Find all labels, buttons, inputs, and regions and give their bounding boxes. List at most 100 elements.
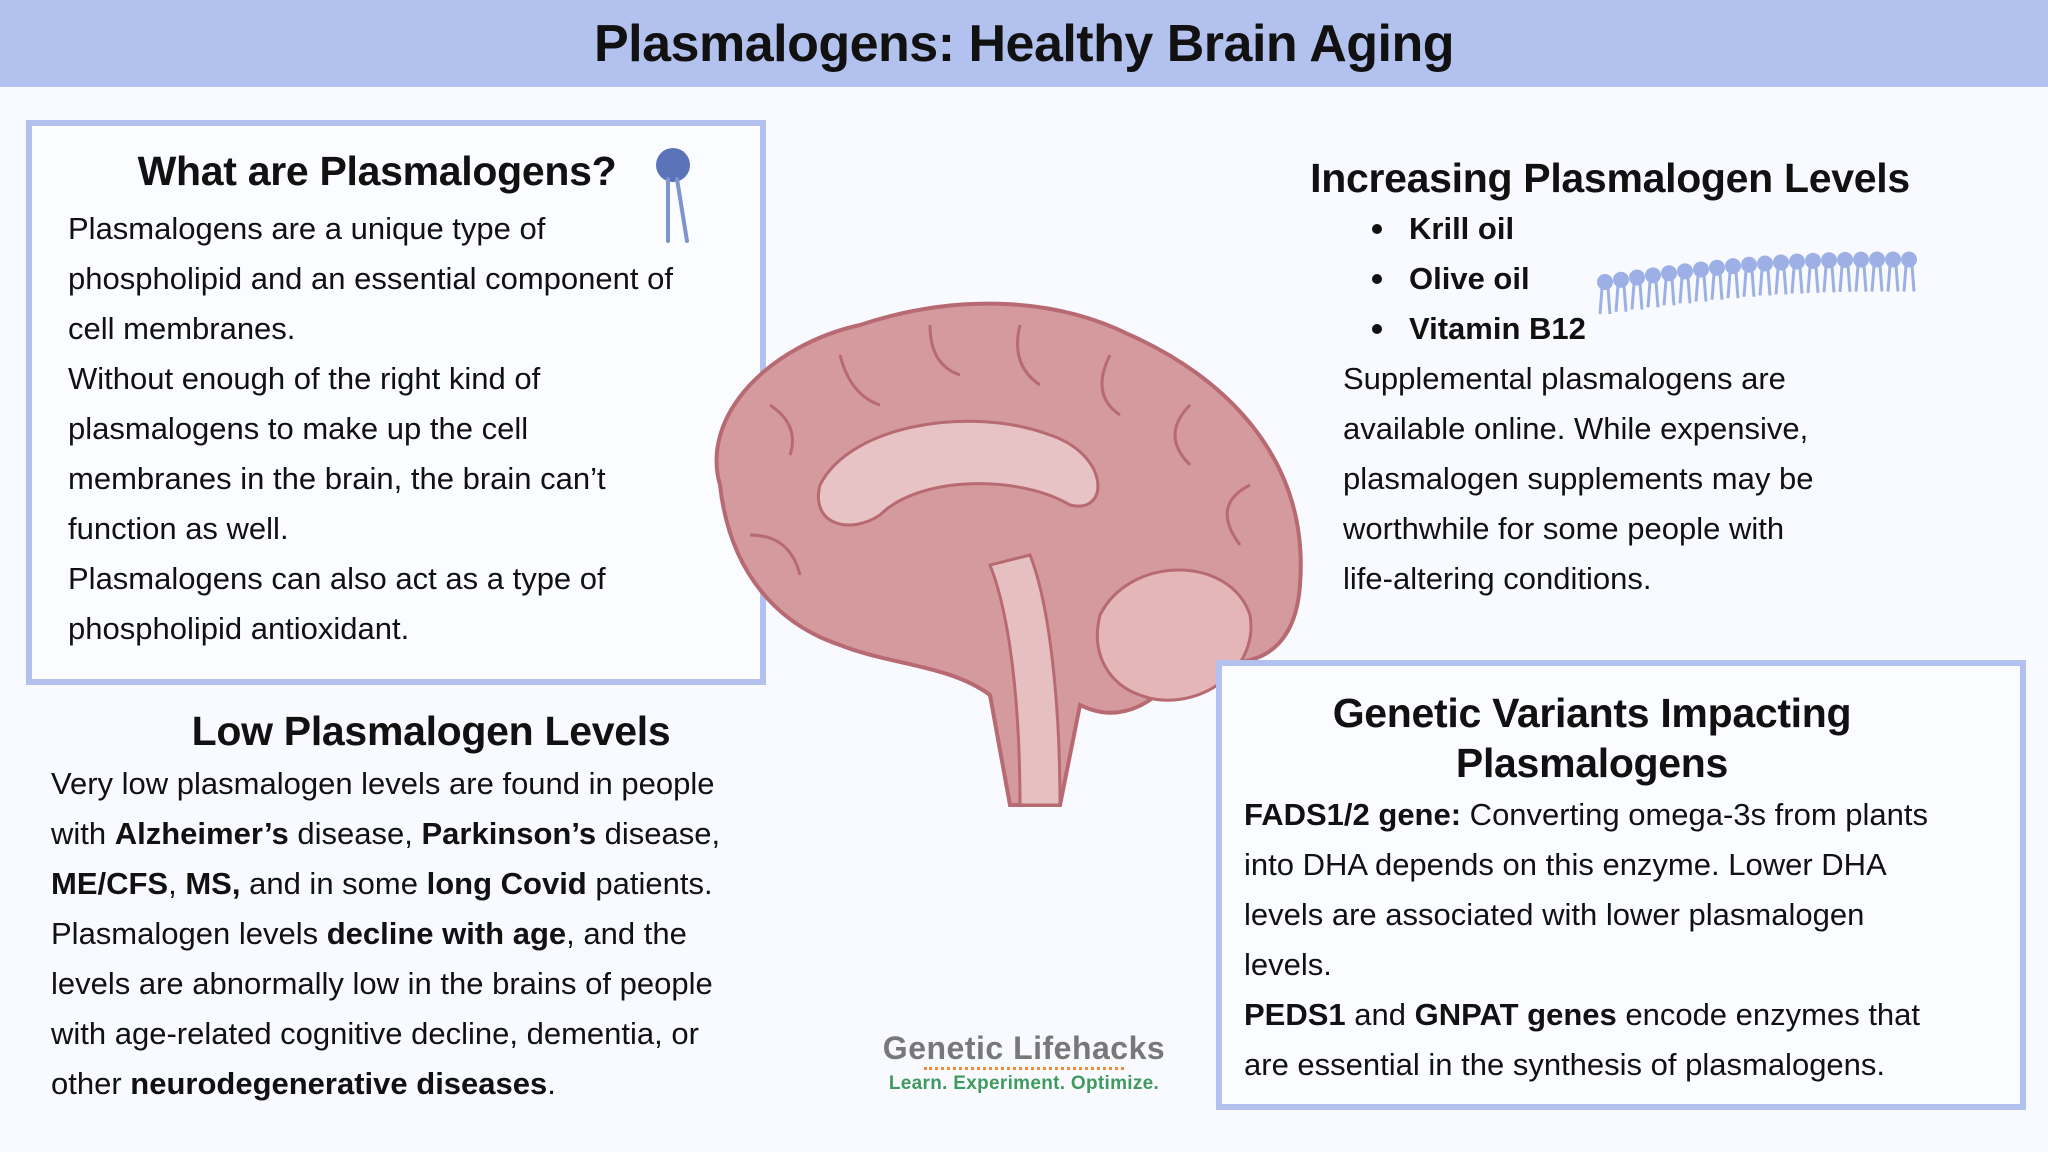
list-item: Krill oil <box>1372 204 2000 254</box>
lipid-head <box>1613 271 1629 288</box>
lipid-tail <box>1758 269 1772 296</box>
lipid-head <box>1645 267 1661 284</box>
bold-text: PEDS1 <box>1244 997 1346 1032</box>
page-title: Plasmalogens: Healthy Brain Aging <box>594 14 1454 73</box>
lipid-tail <box>1790 267 1804 294</box>
logo-tagline: Learn. Experiment. Optimize. <box>888 1073 1160 1094</box>
what-heading: What are Plasmalogens? <box>137 148 617 194</box>
lipid-tail <box>1710 273 1724 300</box>
lipid-head <box>1773 254 1789 271</box>
text: Plasmalogen levels <box>51 916 327 951</box>
lipid-head <box>1805 252 1821 269</box>
text-line: Supplemental plasmalogens are <box>1343 361 1786 396</box>
lipid-tail <box>1726 272 1740 299</box>
text-line: membranes in the brain, the brain can’t <box>68 461 606 496</box>
low-plasmalogen-section: Low Plasmalogen Levels Very low plasmalo… <box>51 708 791 1109</box>
text: disease, <box>288 816 422 851</box>
bold-text: Alzheimer’s <box>114 816 289 851</box>
increasing-heading: Increasing Plasmalogen Levels <box>1310 155 1910 201</box>
text-line: into DHA depends on this enzyme. Lower D… <box>1244 847 1887 882</box>
lipid-head <box>1677 263 1693 280</box>
lipid-head <box>1741 256 1757 273</box>
lipid-tail <box>1902 265 1916 292</box>
text-line: are essential in the synthesis of plasma… <box>1244 1047 1886 1082</box>
lipid-head <box>1725 258 1741 275</box>
text-line: plasmalogens to make up the cell <box>68 411 529 446</box>
genetic-variants-panel: Genetic Variants Impacting Plasmalogens … <box>1216 660 2026 1110</box>
lipid-tail <box>1598 287 1612 315</box>
text: other <box>51 1066 131 1101</box>
genetic-heading: Genetic Variants Impacting Plasmalogens <box>1222 688 1962 788</box>
bold-text: ME/CFS <box>51 866 169 901</box>
text-line: phospholipid antioxidant. <box>68 611 410 646</box>
lipid-head <box>1821 252 1837 269</box>
text: and <box>1345 997 1415 1032</box>
text: . <box>547 1066 556 1101</box>
lipid-head <box>1853 251 1869 268</box>
text: encode enzymes that <box>1616 997 1921 1032</box>
lipid-tail <box>1678 277 1692 304</box>
increasing-body: Supplemental plasmalogens are available … <box>1343 354 2000 604</box>
what-are-plasmalogens-panel: What are Plasmalogens? Plasmalogens are … <box>26 120 766 685</box>
genetic-lifehacks-logo: Genetic Lifehacks Learn. Experiment. Opt… <box>866 1030 1182 1095</box>
lipid-tail <box>1646 281 1660 308</box>
text: Very low plasmalogen levels are found in… <box>51 766 715 801</box>
text-line: available online. While expensive, <box>1343 411 1809 446</box>
lipid-tail <box>1742 270 1756 297</box>
heading-line: Plasmalogens <box>1455 740 1729 786</box>
genetic-body: FADS1/2 gene: Converting omega-3s from p… <box>1244 790 2020 1090</box>
lipid-tail <box>1806 266 1820 293</box>
lipid-chain-icon <box>1597 251 1917 315</box>
lipid-tail <box>1630 283 1644 310</box>
text-line: phospholipid and an essential component … <box>68 261 673 296</box>
logo-dots <box>924 1067 1124 1073</box>
text-line: levels are associated with lower plasmal… <box>1244 897 1865 932</box>
lipid-head <box>1837 251 1853 268</box>
increasing-levels-section: Increasing Plasmalogen Levels Krill oil … <box>1300 155 2000 604</box>
text: , <box>168 866 186 901</box>
text-line: worthwhile for some people with <box>1343 511 1785 546</box>
lipid-tail <box>1886 265 1900 292</box>
phospholipid-icon <box>656 148 690 243</box>
text-line: Plasmalogens can also act as a type of <box>68 561 606 596</box>
text: patients. <box>586 866 713 901</box>
text: with age-related cognitive decline, deme… <box>51 1016 699 1051</box>
text: Converting omega-3s from plants <box>1461 797 1928 832</box>
text-line: cell membranes. <box>68 311 296 346</box>
text: and in some <box>240 866 427 901</box>
lipid-head <box>1597 274 1613 290</box>
lipid-head <box>1869 251 1885 268</box>
bold-text: FADS1/2 gene: <box>1244 797 1462 832</box>
bold-text: decline with age <box>326 916 567 951</box>
low-heading: Low Plasmalogen Levels <box>191 708 671 754</box>
text-line: life-altering conditions. <box>1343 561 1652 596</box>
what-body: Plasmalogens are a unique type of phosph… <box>68 204 768 654</box>
heading-line: Genetic Variants Impacting <box>1332 690 1852 736</box>
header-banner: Plasmalogens: Healthy Brain Aging <box>0 0 2048 87</box>
lipid-tail <box>1854 265 1868 292</box>
bold-text: long Covid <box>426 866 587 901</box>
lipid-tail <box>1870 265 1884 292</box>
text: disease, <box>596 816 721 851</box>
lipid-tail <box>1614 285 1628 312</box>
lipid-head <box>1661 265 1677 282</box>
text: , and the <box>566 916 687 951</box>
lipid-head <box>1885 251 1901 268</box>
food-list: Krill oil Olive oil Vitamin B12 <box>1372 204 2000 354</box>
brain-illustration <box>714 301 1303 807</box>
lipid-tail <box>1774 268 1788 295</box>
text-line: Without enough of the right kind of <box>68 361 541 396</box>
bold-text: MS, <box>185 866 241 901</box>
low-body: Very low plasmalogen levels are found in… <box>51 759 791 1109</box>
text-line: function as well. <box>68 511 289 546</box>
lipid-head <box>1709 259 1725 276</box>
lipid-tail <box>1822 266 1836 293</box>
lipid-head <box>1757 255 1773 272</box>
lipid-tail <box>1694 275 1708 302</box>
logo-name: Genetic Lifehacks <box>882 1030 1166 1066</box>
text-line: plasmalogen supplements may be <box>1343 461 1814 496</box>
lipid-tail <box>1838 265 1852 293</box>
lipid-head <box>1901 251 1917 268</box>
lipid-head <box>1629 269 1645 286</box>
bold-text: neurodegenerative diseases <box>130 1066 548 1101</box>
